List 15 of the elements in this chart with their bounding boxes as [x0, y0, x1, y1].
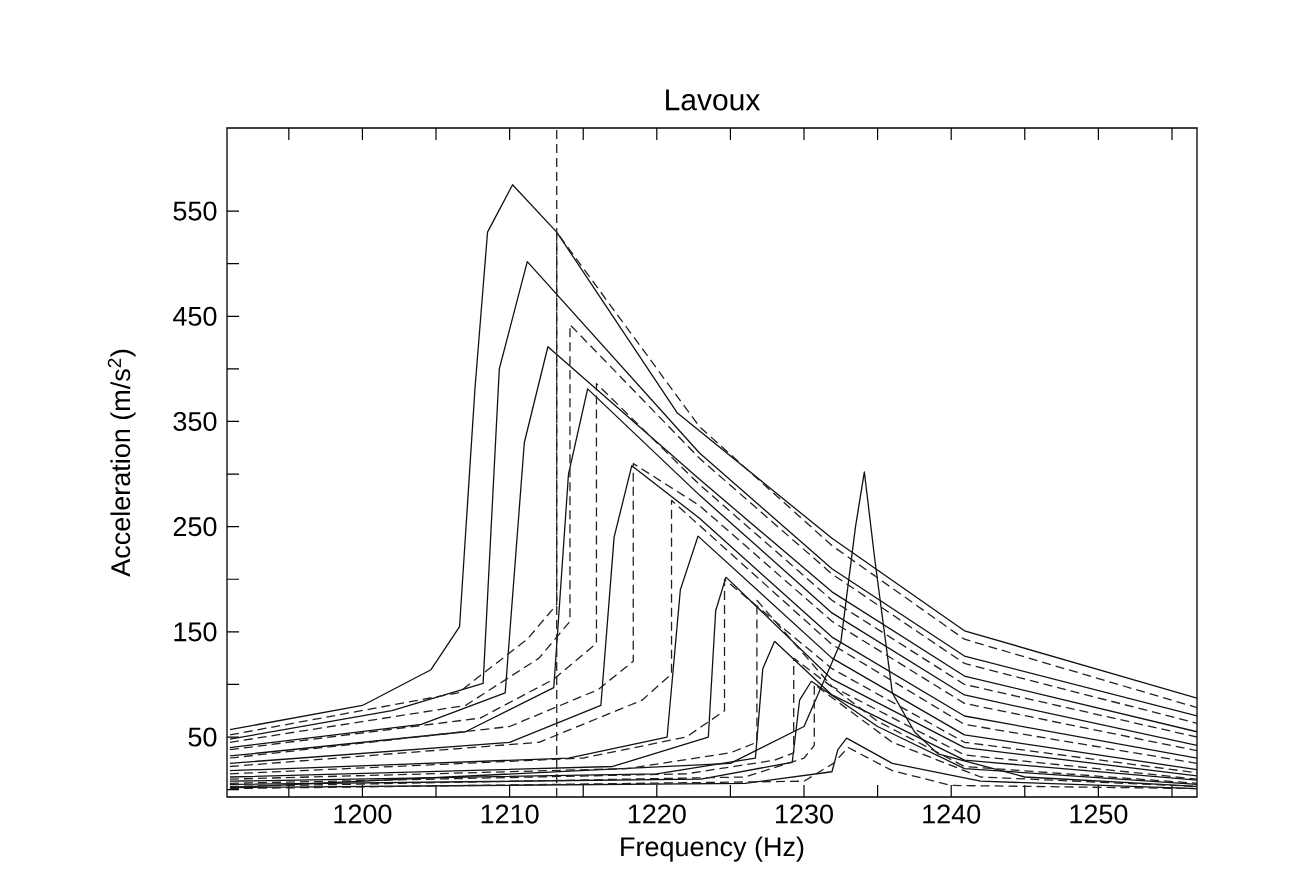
y-tick-label: 550	[173, 201, 217, 221]
x-tick-label: 1220	[628, 804, 686, 824]
y-tick-label: 350	[173, 411, 217, 432]
x-tick-label: 1240	[923, 804, 981, 824]
x-tick-label: 1210	[481, 804, 539, 824]
x-axis-title: Frequency (Hz)	[621, 836, 804, 862]
y-axis-title: Acceleration (m/s$^{2}$)	[107, 349, 136, 577]
chart-title: Lavoux	[666, 89, 761, 111]
x-tick-label: 1230	[776, 804, 833, 824]
y-tick-label: 250	[173, 517, 217, 537]
x-tick-label: 1250	[1070, 804, 1128, 824]
x-tick-label: 1200	[334, 804, 392, 824]
y-tick-label: 50	[188, 727, 217, 747]
y-tick-label: 150	[174, 622, 217, 642]
y-tick-label: 450	[173, 306, 217, 326]
